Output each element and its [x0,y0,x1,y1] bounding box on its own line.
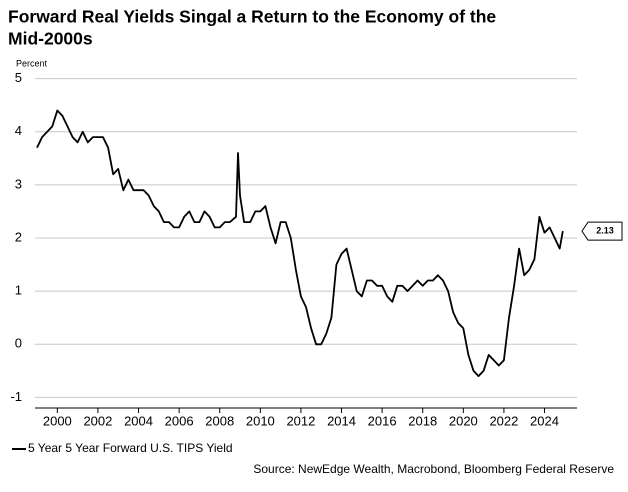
y-tick-label: 0 [15,336,22,351]
x-tick-label: 2012 [286,413,315,428]
chart-title: Mid-2000s [8,29,93,49]
x-tick-label: 2022 [489,413,518,428]
series-line [36,109,564,377]
callout-box [581,221,623,241]
x-tick-label: 2006 [165,413,194,428]
y-tick-label: 5 [15,70,22,85]
chart-title: Forward Real Yields Singal a Return to t… [8,7,496,27]
x-tick-label: 2020 [449,413,478,428]
y-tick-label: -1 [10,389,22,404]
x-tick-label: 2010 [246,413,275,428]
x-tick-label: 2002 [83,413,112,428]
x-tick-label: 2000 [43,413,72,428]
x-tick-label: 2016 [368,413,397,428]
legend-label: 5 Year 5 Year Forward U.S. TIPS Yield [28,441,233,455]
x-tick-label: 2018 [408,413,437,428]
x-tick-label: 2014 [327,413,356,428]
y-tick-label: 4 [15,123,22,138]
x-tick-label: 2024 [530,413,559,428]
y-tick-label: 2 [15,229,22,244]
y-tick-label: 1 [15,283,22,298]
x-tick-label: 2008 [205,413,234,428]
end-value-label: 2.13 [596,225,614,235]
source: Source: NewEdge Wealth, Macrobond, Bloom… [253,462,614,476]
y-axis-label: Percent [16,58,48,68]
x-tick-label: 2004 [124,413,153,428]
y-tick-label: 3 [15,176,22,191]
